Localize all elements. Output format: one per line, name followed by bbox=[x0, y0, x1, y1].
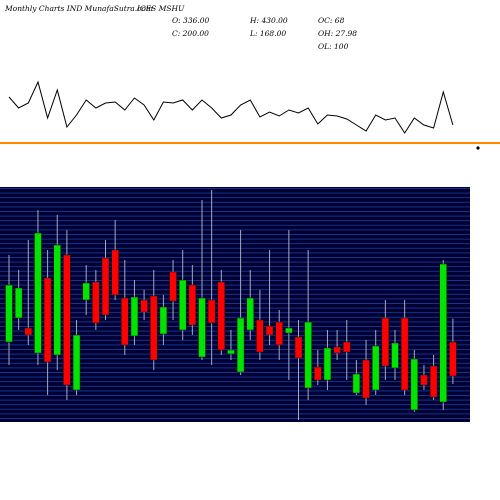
candle-body bbox=[111, 249, 119, 296]
candle-body bbox=[63, 254, 71, 386]
ohlc-annotation: OH: 27.98 bbox=[318, 29, 357, 38]
candle-body bbox=[207, 299, 216, 324]
candle-body bbox=[333, 346, 341, 354]
candle-body bbox=[391, 342, 399, 369]
candle-body bbox=[130, 296, 139, 337]
candle-body bbox=[101, 257, 110, 316]
ohlc-annotation: L: 168.00 bbox=[249, 29, 286, 38]
candle-body bbox=[352, 373, 361, 394]
candle-body bbox=[72, 334, 81, 391]
candle-body bbox=[92, 281, 100, 324]
indicator-line bbox=[8, 80, 454, 134]
candle-body bbox=[198, 297, 206, 358]
candle-body bbox=[188, 284, 197, 326]
candle-body bbox=[294, 336, 303, 359]
ohlc-annotation: H: 430.00 bbox=[249, 16, 288, 25]
candle-body bbox=[217, 281, 226, 351]
candle-body bbox=[5, 284, 13, 343]
candle-body bbox=[265, 325, 274, 336]
candle-body bbox=[381, 317, 390, 367]
candle-body bbox=[343, 341, 351, 353]
candle-body bbox=[362, 359, 370, 399]
candle-body bbox=[236, 317, 245, 373]
candle-body bbox=[439, 263, 447, 403]
candle-body bbox=[178, 279, 187, 331]
candle-body bbox=[34, 232, 42, 354]
candle-body bbox=[400, 317, 409, 391]
candle-body bbox=[14, 287, 23, 319]
ohlc-annotation: C: 200.00 bbox=[172, 29, 209, 38]
candle-body bbox=[169, 271, 177, 302]
ohlc-annotation: OL: 100 bbox=[318, 42, 349, 51]
candle-body bbox=[256, 319, 264, 353]
candle-body bbox=[449, 341, 457, 377]
candle-body bbox=[140, 299, 148, 313]
candle-body bbox=[275, 321, 283, 346]
candle-body bbox=[121, 297, 129, 346]
candle-body bbox=[43, 277, 52, 363]
candle-body bbox=[227, 349, 235, 355]
candle-body bbox=[429, 365, 438, 398]
candle-body bbox=[323, 347, 332, 381]
candle-body bbox=[285, 327, 293, 334]
candle-body bbox=[371, 345, 380, 391]
candle-body bbox=[420, 374, 428, 386]
chart-subtitle: ICES MSHU bbox=[136, 4, 185, 13]
ohlc-annotation: OC: 68 bbox=[318, 16, 345, 25]
candle-body bbox=[410, 358, 419, 411]
candle-body bbox=[24, 327, 33, 336]
candle-body bbox=[53, 244, 61, 356]
candle-body bbox=[314, 366, 322, 381]
candle-body bbox=[150, 295, 158, 361]
candle-body bbox=[159, 306, 168, 335]
candle-body bbox=[82, 282, 90, 301]
ohlc-annotation: O: 336.00 bbox=[172, 16, 210, 25]
candle-body bbox=[304, 321, 312, 389]
candle-body bbox=[246, 297, 254, 331]
marker-dot bbox=[476, 146, 480, 150]
chart-title: Monthly Charts IND MunafaSutra.com bbox=[4, 4, 153, 13]
